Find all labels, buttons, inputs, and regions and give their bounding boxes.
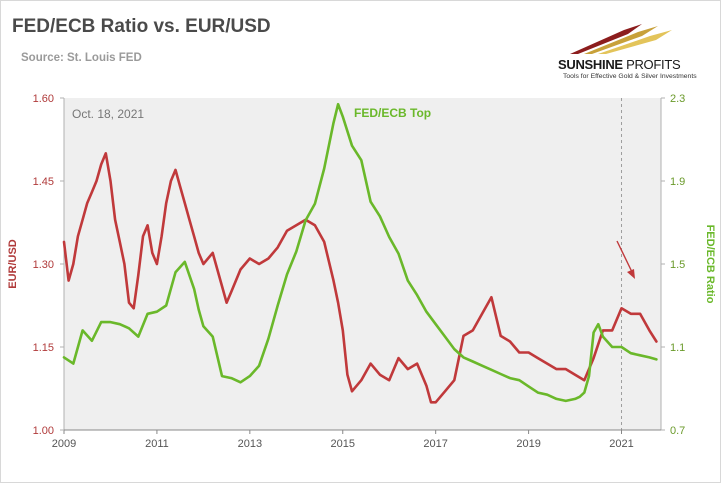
- right-tick-label: 2.3: [670, 93, 685, 105]
- chart-labels: 2009 2011 2013 2015 2017 2019 2021 1.00 1.15 1.30…: [7, 93, 716, 450]
- x-tick-label: 2021: [609, 438, 633, 450]
- right-tick-label: 1.1: [670, 342, 685, 354]
- trend-arrow-icon: [616, 240, 635, 279]
- right-axis-title: FED/ECB Ratio: [704, 225, 716, 304]
- logo-name-regular: PROFITS: [622, 57, 681, 72]
- plot-area: [64, 98, 661, 430]
- x-tick-label: 2017: [423, 438, 447, 450]
- x-tick-label: 2019: [516, 438, 540, 450]
- logo-tagline: Tools for Effective Gold & Silver Invest…: [563, 73, 697, 80]
- logo-name-bold: SUNSHINE: [558, 57, 623, 72]
- chart-source: Source: St. Louis FED: [21, 52, 142, 64]
- series-line-fedecb: [62, 102, 658, 403]
- fedecb-top-annotation: FED/ECB Top: [354, 106, 431, 120]
- arrow-head: [627, 269, 635, 279]
- right-tick-label: 0.7: [670, 425, 685, 437]
- series-lines: [62, 102, 658, 404]
- series-line-eurusd: [62, 152, 658, 404]
- left-axis-title: EUR/USD: [7, 239, 19, 289]
- x-tick-label: 2015: [331, 438, 355, 450]
- chart-title: FED/ECB Ratio vs. EUR/USD: [12, 16, 271, 37]
- right-tick-label: 1.5: [670, 259, 685, 271]
- arrow-shaft: [616, 240, 633, 273]
- left-tick-label: 1.45: [33, 176, 54, 188]
- left-tick-label: 1.15: [33, 342, 54, 354]
- left-tick-label: 1.30: [33, 259, 54, 271]
- x-tick-label: 2013: [238, 438, 262, 450]
- axes: [60, 97, 665, 434]
- x-tick-label: 2009: [52, 438, 76, 450]
- date-annotation: Oct. 18, 2021: [72, 107, 144, 121]
- left-tick-label: 1.60: [33, 93, 54, 105]
- logo-swoosh-icon: [570, 24, 672, 54]
- right-tick-label: 1.9: [670, 176, 685, 188]
- logo-name: SUNSHINE PROFITS: [558, 57, 681, 72]
- left-tick-label: 1.00: [33, 425, 54, 437]
- x-tick-label: 2011: [145, 438, 169, 450]
- sunshine-profits-logo: SUNSHINE PROFITS Tools for Effective Gol…: [554, 18, 714, 88]
